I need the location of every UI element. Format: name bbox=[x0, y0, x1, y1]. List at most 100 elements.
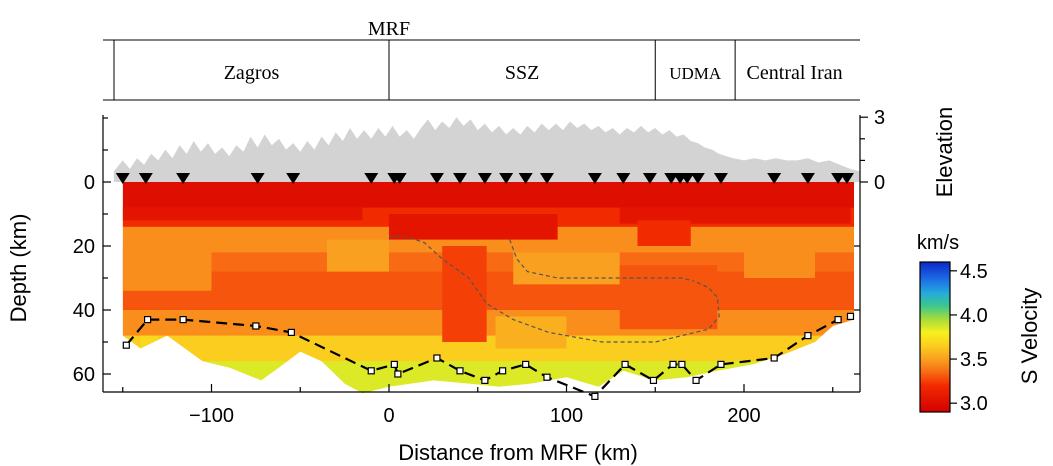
station-marker bbox=[138, 173, 153, 184]
station-marker bbox=[518, 173, 533, 184]
anomaly-outlines bbox=[389, 235, 720, 343]
x-tick-label: −100 bbox=[189, 405, 234, 427]
y-axis-title: Depth (km) bbox=[6, 214, 31, 323]
x-tick-label: 0 bbox=[383, 405, 394, 427]
station-marker bbox=[831, 173, 846, 184]
station-marker bbox=[477, 173, 492, 184]
moho-point bbox=[390, 360, 398, 368]
moho-point bbox=[692, 376, 700, 384]
station-marker bbox=[250, 173, 265, 184]
velocity-patch bbox=[495, 316, 567, 349]
colorbar-tick-label: 4.0 bbox=[960, 305, 988, 327]
station-marker bbox=[429, 173, 444, 184]
station-marker bbox=[713, 173, 728, 184]
station-marker bbox=[499, 173, 514, 184]
province-label-central-iran: Central Iran bbox=[747, 62, 843, 84]
colorbar-tick-label: 3.0 bbox=[960, 393, 988, 415]
moho-point bbox=[287, 328, 295, 336]
velocity-patch bbox=[442, 246, 487, 342]
moho-point bbox=[621, 360, 629, 368]
x-tick-label: 100 bbox=[550, 405, 583, 427]
moho-point bbox=[394, 370, 402, 378]
mrf-top-label: MRF bbox=[368, 18, 410, 40]
moho-point bbox=[591, 392, 599, 400]
y-tick-label: 40 bbox=[73, 300, 95, 322]
velocity-patch bbox=[513, 252, 620, 285]
station-marker bbox=[392, 173, 407, 184]
velocity-patch bbox=[619, 265, 718, 330]
colorbar-unit: km/s bbox=[917, 232, 959, 254]
velocity-patch bbox=[389, 214, 558, 240]
station-marker bbox=[767, 173, 782, 184]
moho-point bbox=[543, 373, 551, 381]
cross-section-plot: 0 20 40 60 −100 0 100 200 3 0 bbox=[73, 107, 885, 427]
moho-point bbox=[456, 367, 464, 375]
station-marker bbox=[800, 173, 815, 184]
moho-point bbox=[367, 367, 375, 375]
moho-point bbox=[678, 360, 686, 368]
velocity-heatmap bbox=[122, 182, 855, 394]
station-marker bbox=[286, 173, 301, 184]
province-label-zagros: Zagros bbox=[224, 62, 280, 84]
velocity-patch bbox=[140, 335, 159, 349]
moho-point bbox=[717, 360, 725, 368]
y-tick-label: 20 bbox=[73, 236, 95, 258]
colorbar-gradient bbox=[919, 261, 951, 413]
moho-point bbox=[846, 312, 855, 320]
anomaly-outline-2 bbox=[509, 239, 695, 282]
moho-point bbox=[804, 332, 812, 340]
station-marker bbox=[115, 173, 130, 184]
velocity-layer bbox=[122, 335, 855, 362]
moho-point bbox=[179, 316, 187, 324]
elevation-tick-label: 0 bbox=[874, 172, 885, 194]
x-axis-title: Distance from MRF (km) bbox=[398, 440, 638, 465]
moho-point bbox=[252, 322, 260, 330]
station-marker bbox=[664, 173, 679, 184]
station-marker bbox=[453, 173, 467, 184]
station-marker bbox=[176, 173, 191, 184]
plot-axes: 0 20 40 60 −100 0 100 200 3 0 bbox=[73, 107, 885, 427]
moho-point bbox=[834, 316, 842, 324]
y-tick-label: 0 bbox=[84, 172, 95, 194]
moho-point bbox=[433, 354, 441, 362]
velocity-patch bbox=[326, 239, 389, 272]
velocity-patch bbox=[122, 207, 363, 221]
moho-point bbox=[770, 354, 778, 362]
colorbar-tick-label: 3.5 bbox=[960, 349, 988, 371]
moho-line bbox=[122, 312, 855, 400]
province-label-ssz: SSZ bbox=[505, 62, 539, 84]
velocity-patch bbox=[744, 246, 815, 278]
moho-point bbox=[649, 376, 658, 384]
elevation-layer bbox=[113, 117, 860, 182]
station-markers bbox=[115, 173, 854, 184]
station-marker bbox=[539, 173, 554, 184]
province-label-udma: UDMA bbox=[669, 64, 722, 83]
moho-point bbox=[481, 376, 489, 384]
colorbar-tick-label: 4.5 bbox=[960, 261, 988, 283]
station-marker bbox=[642, 173, 657, 184]
moho-point bbox=[144, 316, 152, 324]
moho-point bbox=[499, 367, 507, 375]
station-marker bbox=[690, 173, 705, 184]
velocity-patch bbox=[619, 207, 851, 224]
moho-point bbox=[669, 360, 677, 368]
velocity-layer bbox=[122, 310, 855, 337]
elevation-tick-label: 3 bbox=[874, 107, 885, 129]
elevation-profile bbox=[113, 117, 860, 182]
moho-point bbox=[122, 341, 130, 349]
anomaly-outline-1 bbox=[389, 235, 720, 343]
colorbar-label: S Velocity bbox=[1017, 288, 1042, 385]
velocity-patch bbox=[637, 220, 691, 246]
station-marker bbox=[587, 173, 602, 184]
y-tick-label: 60 bbox=[73, 364, 95, 386]
moho-point bbox=[522, 360, 530, 368]
station-marker bbox=[364, 173, 379, 184]
x-tick-label: 200 bbox=[727, 405, 760, 427]
colorbar: km/s S Velocity 3.0 3.5 4.0 4.5 bbox=[917, 232, 1042, 415]
station-marker bbox=[680, 173, 695, 184]
elevation-axis-title: Elevation bbox=[932, 107, 957, 198]
velocity-layer bbox=[122, 182, 855, 209]
province-strip: Zagros SSZ UDMA Central Iran bbox=[103, 39, 860, 101]
velocity-patch bbox=[122, 246, 212, 291]
